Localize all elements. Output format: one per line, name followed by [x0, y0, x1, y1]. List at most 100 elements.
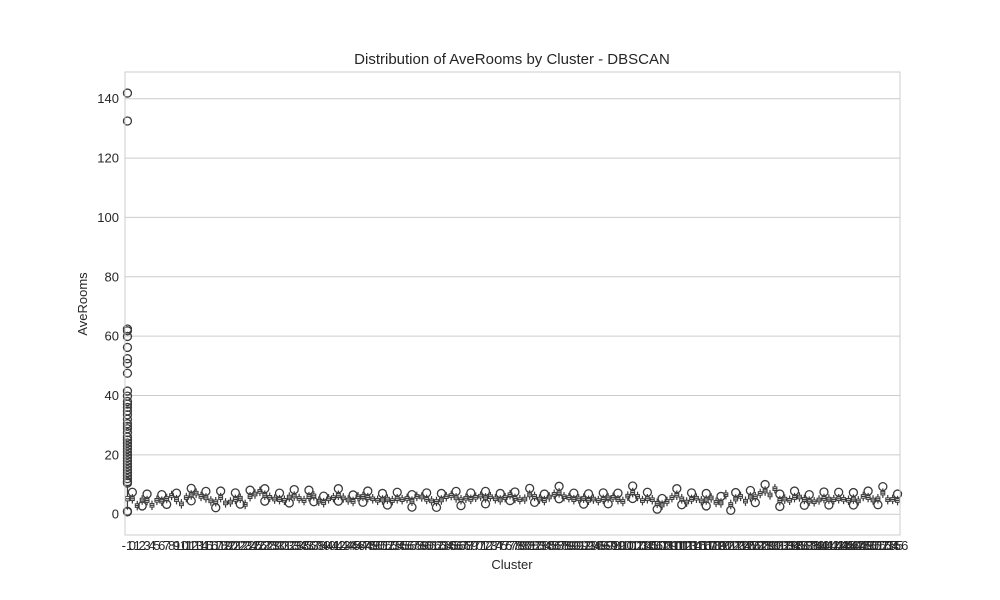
x-tick-label: 107: [646, 538, 668, 553]
x-tick-label: 106: [641, 538, 663, 553]
y-gridlines: [125, 98, 900, 515]
outlier-point: [529, 497, 540, 508]
outlier-point: [578, 499, 589, 509]
outlier-point: [628, 493, 638, 504]
x-tick-label: 127: [744, 538, 766, 553]
x-tick-label: 123: [725, 538, 747, 553]
y-tick-label: 80: [105, 269, 119, 284]
outlier-point: [186, 496, 196, 506]
x-tick-label: 42: [331, 538, 345, 553]
x-tick-label: 68: [459, 538, 473, 553]
outlier-point: [407, 489, 417, 500]
x-tick-label: 19: [218, 538, 232, 553]
x-tick-label: 35: [297, 538, 311, 553]
outlier-point: [142, 489, 152, 499]
outlier-point: [422, 488, 432, 498]
x-tick-label: 104: [632, 538, 654, 553]
x-tick-label: 30: [272, 538, 286, 553]
x-tick-label: 137: [793, 538, 815, 553]
x-tick-label: 1: [134, 538, 141, 553]
x-tick-label: 79: [513, 538, 527, 553]
x-tick-label: 95: [591, 538, 605, 553]
x-tick-label: 5: [153, 538, 160, 553]
outlier-point: [260, 496, 270, 506]
outlier-point: [122, 438, 133, 448]
x-tick-label: 60: [419, 538, 433, 553]
outlier-point: [451, 486, 461, 497]
outlier-point: [122, 441, 133, 451]
x-tick-label: 146: [838, 538, 860, 553]
x-tick-label: 23: [238, 538, 252, 553]
x-tick-label: 109: [656, 538, 678, 553]
x-axis-label: Cluster: [491, 557, 533, 572]
outlier-point: [377, 488, 388, 499]
x-tick-label: 152: [867, 538, 889, 553]
outlier-point: [201, 486, 211, 497]
x-tick-label: 140: [808, 538, 830, 553]
x-tick-label: 149: [852, 538, 874, 553]
outlier-point: [775, 501, 785, 512]
x-tick-label: 14: [194, 538, 208, 553]
x-tick-label: 55: [395, 538, 409, 553]
x-tick-label: 73: [483, 538, 497, 553]
outlier-point: [642, 487, 653, 497]
outlier-point: [122, 342, 133, 353]
x-tick-label: 88: [557, 538, 571, 553]
outlier-point: [701, 488, 711, 499]
x-tick-label: 131: [764, 538, 786, 553]
x-tick-label: 57: [405, 538, 419, 553]
x-tick-label: 71: [473, 538, 487, 553]
x-tick-label: 69: [464, 538, 478, 553]
x-tick-label: 100: [612, 538, 634, 553]
x-tick-label: 151: [862, 538, 884, 553]
outlier-point: [122, 410, 133, 420]
x-tick-label: 99: [611, 538, 625, 553]
outlier-point: [392, 487, 402, 497]
x-tick-label: 133: [774, 538, 796, 553]
outlier-point: [122, 421, 133, 432]
outlier-point: [122, 456, 133, 466]
x-tick-label: 128: [749, 538, 771, 553]
outlier-point: [480, 486, 491, 497]
outlier-point: [554, 494, 564, 504]
outlier-point: [274, 488, 285, 498]
outlier-point: [319, 491, 329, 501]
x-tick-label: 122: [720, 538, 742, 553]
x-tick-label: 54: [390, 538, 404, 553]
x-tick-label: 153: [872, 538, 894, 553]
x-tick-label: 154: [877, 538, 899, 553]
outlier-point: [598, 488, 608, 498]
x-tick-label: 37: [307, 538, 321, 553]
outlier-point: [750, 497, 760, 508]
x-tick-label: 143: [823, 538, 845, 553]
x-tick-label: 105: [637, 538, 659, 553]
x-tick-label: 53: [385, 538, 399, 553]
x-tick-label: 114: [681, 538, 702, 553]
x-tick-label: 111: [667, 538, 687, 553]
outlier-point: [122, 354, 133, 364]
outlier-point: [122, 331, 133, 342]
x-tick-label: 46: [351, 538, 365, 553]
y-tick-label: 120: [97, 151, 119, 166]
outlier-point: [122, 462, 133, 472]
x-tick-label: 29: [267, 538, 281, 553]
outlier-point: [122, 435, 133, 445]
x-tick-label: 26: [253, 538, 267, 553]
x-tick-label: 25: [248, 538, 262, 553]
outlier-point: [603, 499, 613, 509]
x-tick-label: 3: [143, 538, 150, 553]
x-tick-label: 94: [586, 538, 600, 553]
outlier-point: [122, 368, 133, 378]
outlier-point: [554, 481, 564, 491]
outlier-point: [122, 386, 133, 396]
x-tick-label: 81: [522, 538, 536, 553]
x-tick-label: 63: [434, 538, 448, 553]
outlier-point: [652, 504, 662, 514]
x-tick-label: 18: [213, 538, 227, 553]
outlier-point: [215, 486, 226, 496]
x-tick-label: 101: [617, 538, 639, 553]
x-tick-label: 125: [735, 538, 757, 553]
outlier-point: [775, 489, 785, 499]
x-tick-label: 150: [857, 538, 879, 553]
